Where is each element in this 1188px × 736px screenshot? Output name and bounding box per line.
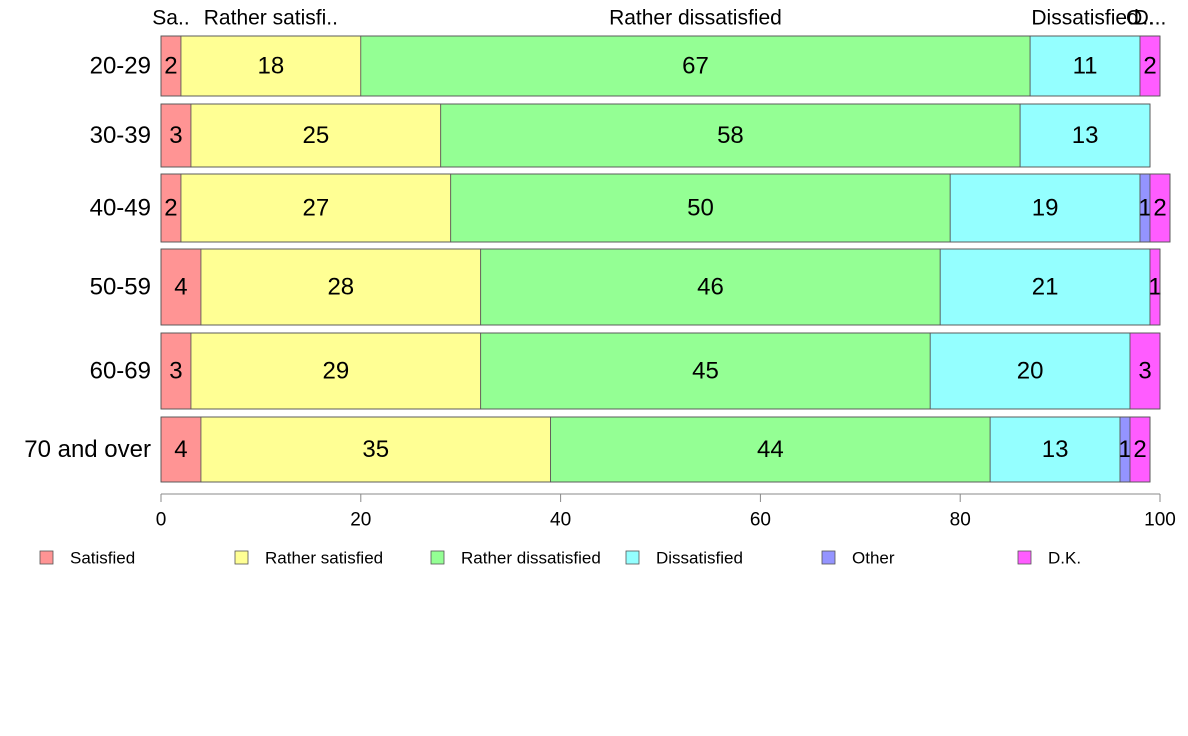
bar-value-label: 20 [1017, 358, 1044, 385]
legend-item-d-k: D.K. [1017, 549, 1081, 568]
bar-value-label: 67 [682, 53, 709, 80]
bar-value-label: 25 [302, 122, 329, 149]
x-axis: 0 20 40 60 80 100 [156, 493, 1176, 531]
bar-value-label: 2 [164, 195, 177, 222]
bar-value-label: 13 [1042, 436, 1069, 463]
x-tick-label: 80 [950, 510, 971, 531]
legend-swatch [821, 550, 836, 565]
bar-value-label: 46 [697, 274, 724, 301]
legend-swatch [234, 550, 249, 565]
bar-value-label: 2 [1143, 53, 1156, 80]
bar-value-label: 1 [1148, 274, 1161, 301]
bar-value-label: 4 [174, 274, 187, 301]
top-labels: Sa.. Rather satisfi.. Rather dissatisfied D… [152, 7, 1166, 30]
legend-swatch [625, 550, 640, 565]
bar-segment-satisfied [160, 332, 192, 410]
x-tick-label: 0 [156, 510, 167, 531]
legend-label: Rather dissatisfied [461, 549, 601, 568]
legend-label: Other [852, 549, 895, 568]
legend-item-dissatisfied: Dissatisfied [625, 549, 743, 568]
category-label: 30-39 [90, 122, 151, 149]
bar-value-label: 58 [717, 122, 744, 149]
legend-item-rather-satisfied: Rather satisfied [234, 549, 383, 568]
bar-segment-dissatisfied [939, 248, 1151, 326]
bar-segment-rather-dissatisfied [550, 416, 991, 483]
bar-value-label: 27 [302, 195, 329, 222]
category-label: 60-69 [90, 358, 151, 385]
top-series-label: D... [1134, 7, 1167, 30]
top-series-label: Rather dissatisfied [609, 7, 782, 30]
top-series-label: Rather satisfi.. [204, 7, 338, 30]
bar-value-label: 21 [1032, 274, 1059, 301]
bar-value-label: 4 [174, 436, 187, 463]
bar-segment-d-k [1129, 332, 1161, 410]
bar-outline [160, 248, 1161, 326]
category-label: 70 and over [24, 436, 151, 463]
bar-outline [160, 416, 1151, 483]
legend-item-other: Other [821, 549, 895, 568]
bar-value-label: 3 [169, 358, 182, 385]
legend-swatch [39, 550, 54, 565]
x-tick-label: 60 [750, 510, 771, 531]
x-tick-label: 100 [1144, 510, 1176, 531]
bar-segment-rather-dissatisfied [480, 332, 931, 410]
top-series-label: Dissatisfied [1031, 7, 1138, 30]
top-series-label: O.. [1126, 7, 1154, 30]
bar-value-label: 1 [1138, 195, 1151, 222]
bar-outline [160, 332, 1161, 410]
bar-segment-rather-satisfied [200, 416, 552, 483]
bar-segment-rather-satisfied [180, 173, 452, 243]
bar-value-label: 29 [322, 358, 349, 385]
legend-label: Dissatisfied [656, 549, 743, 568]
bar-value-label: 45 [692, 358, 719, 385]
bar-value-label: 35 [362, 436, 389, 463]
legend-swatch [430, 550, 445, 565]
legend-swatch [1017, 550, 1032, 565]
x-tick-label: 20 [350, 510, 371, 531]
bar-value-label: 13 [1072, 122, 1099, 149]
category-labels: 20-29 30-39 40-49 50-59 60-69 70 and over [24, 53, 151, 464]
bar-value-label: 2 [1133, 436, 1146, 463]
bar-value-label: 50 [687, 195, 714, 222]
bar-outline [160, 173, 1171, 243]
bar-value-label: 11 [1073, 53, 1098, 80]
bar-value-label: 18 [258, 53, 285, 80]
bar-segment-rather-satisfied [180, 35, 362, 97]
bar-value-label: 3 [169, 122, 182, 149]
category-label: 50-59 [90, 274, 151, 301]
legend-item-satisfied: Satisfied [39, 549, 135, 568]
legend-label: D.K. [1048, 549, 1081, 568]
legend-label: Satisfied [70, 549, 135, 568]
x-tick-label: 40 [550, 510, 571, 531]
category-label: 20-29 [90, 53, 151, 80]
bar-value-label: 1 [1118, 436, 1131, 463]
bar-value-label: 19 [1032, 195, 1059, 222]
category-label: 40-49 [90, 195, 151, 222]
bar-segment-rather-dissatisfied [480, 248, 941, 326]
bar-value-label: 3 [1138, 358, 1151, 385]
legend-label: Rather satisfied [265, 549, 383, 568]
bar-value-label: 2 [164, 53, 177, 80]
bar-value-label: 28 [327, 274, 354, 301]
bar-segment-rather-dissatisfied [440, 103, 1021, 168]
bar-outline [160, 103, 1151, 168]
bar-value-label: 44 [757, 436, 784, 463]
legend: Satisfied Rather satisfied Rather dissatis… [39, 549, 1081, 568]
bar-outline [160, 35, 1161, 97]
bars: 2 18 67 11 23 25 58 132 27 50 19 1 24 28 46 21 13 29 45 20 3… [160, 35, 1171, 483]
top-series-label: Sa.. [152, 7, 189, 30]
bar-segment-dissatisfied [989, 416, 1121, 483]
bar-segment-rather-dissatisfied [450, 173, 951, 243]
bar-value-label: 2 [1153, 195, 1166, 222]
legend-item-rather-dissatisfied: Rather dissatisfied [430, 549, 601, 568]
bar-segment-rather-satisfied [200, 248, 482, 326]
